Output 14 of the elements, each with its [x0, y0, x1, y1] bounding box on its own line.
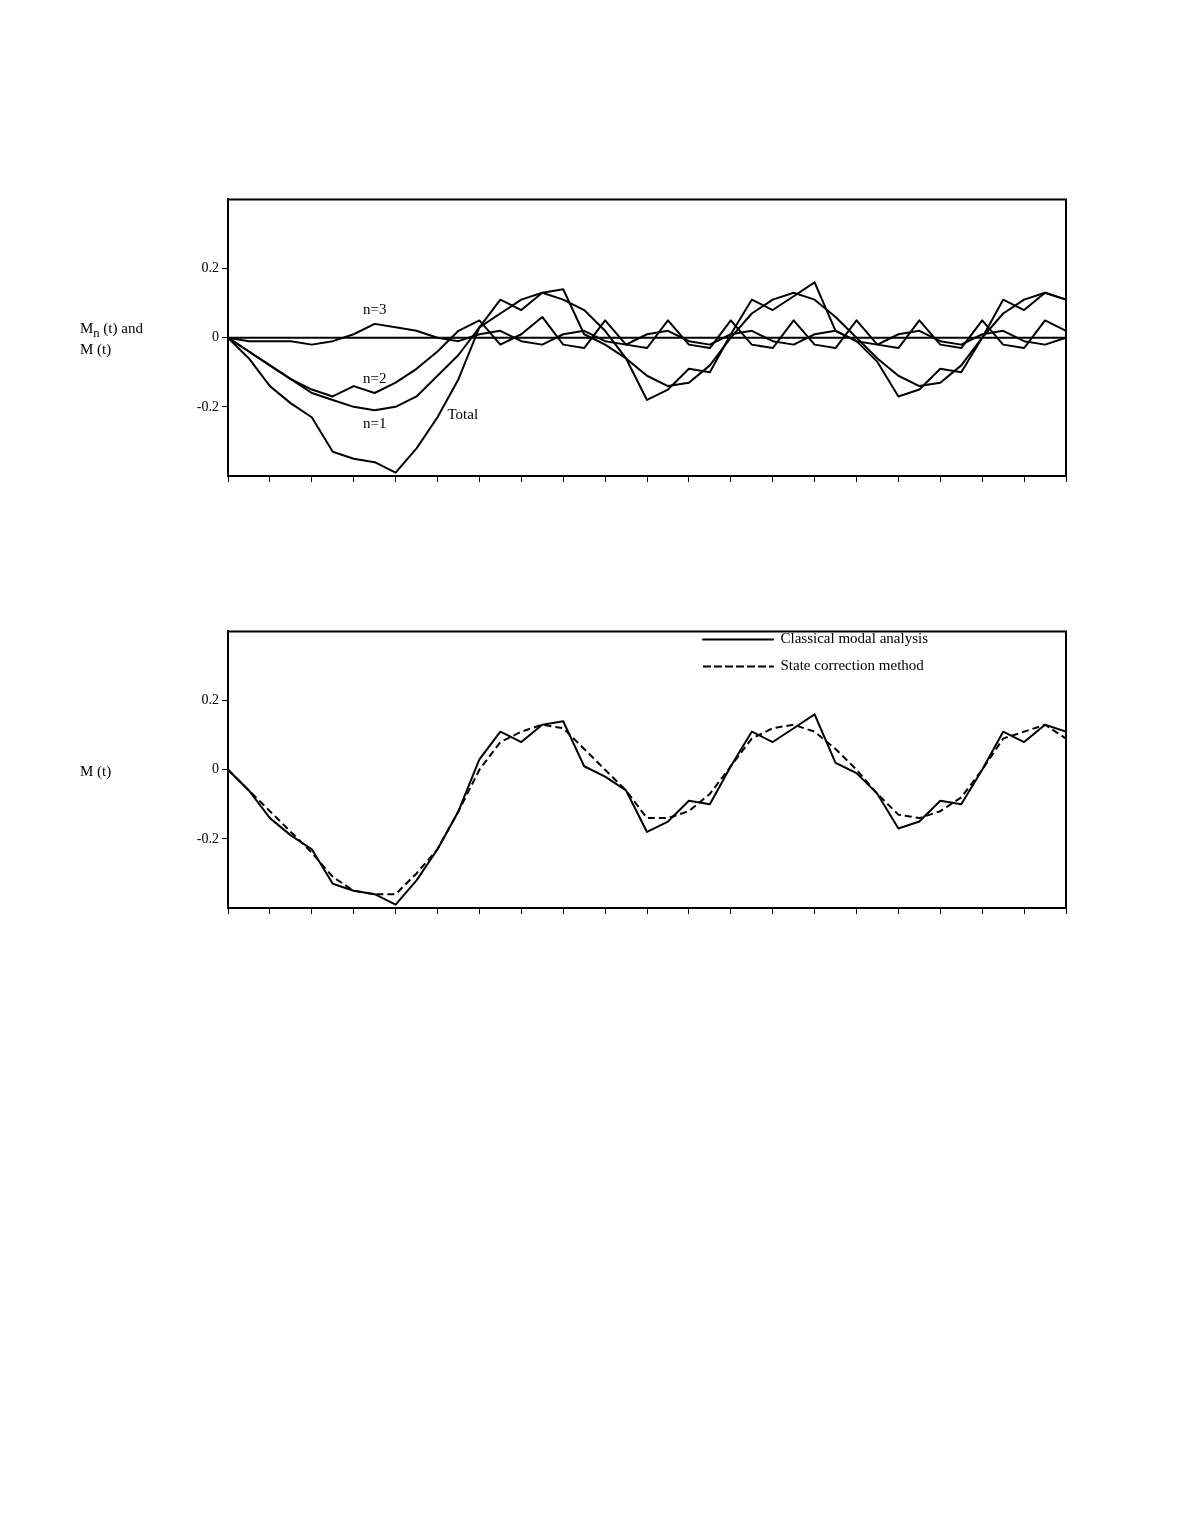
y-tick-label: 0	[212, 329, 219, 345]
series-label: Total	[447, 406, 479, 423]
y-axis-title: M$_{n}$ (t) and M (t)	[80, 320, 144, 358]
legend-label: Classical modal analysis	[780, 630, 929, 647]
series-label: n=2	[362, 369, 387, 386]
y-tick-label: 0	[212, 761, 219, 777]
series-label: n=1	[362, 415, 387, 432]
series-label: n=3	[362, 300, 387, 317]
y-tick-label: 0.2	[201, 692, 219, 708]
legend-label: State correction method	[780, 657, 925, 674]
y-axis-title: M (t)	[80, 762, 112, 780]
y-tick-label: -0.2	[196, 830, 219, 846]
y-tick-label: -0.2	[196, 398, 219, 414]
y-tick-label: 0.2	[201, 260, 219, 276]
